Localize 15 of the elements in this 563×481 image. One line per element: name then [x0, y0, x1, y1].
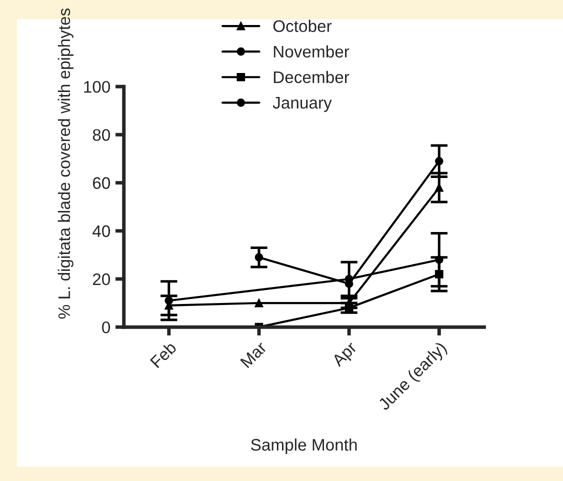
x-tick-label: Feb — [150, 340, 178, 368]
y-tick-label: 60 — [92, 177, 110, 189]
y-tick-label: 80 — [92, 129, 110, 141]
legend-label: December — [274, 70, 350, 84]
x-tick-label: Apr — [331, 340, 360, 370]
y-axis-title: % L. digitata blade covered with epiphytes — [58, 8, 74, 319]
x-tick-label: Mar — [240, 340, 268, 368]
y-tick-label: 20 — [92, 273, 110, 286]
y-tick-label: 40 — [92, 225, 110, 238]
legend-label: November — [274, 45, 350, 58]
legend-label: January — [272, 97, 332, 112]
x-axis-title: Sample Month — [251, 438, 357, 454]
y-tick-label: 0 — [102, 321, 110, 334]
legend-label: October — [273, 20, 332, 32]
y-tick-label: 100 — [84, 80, 110, 93]
